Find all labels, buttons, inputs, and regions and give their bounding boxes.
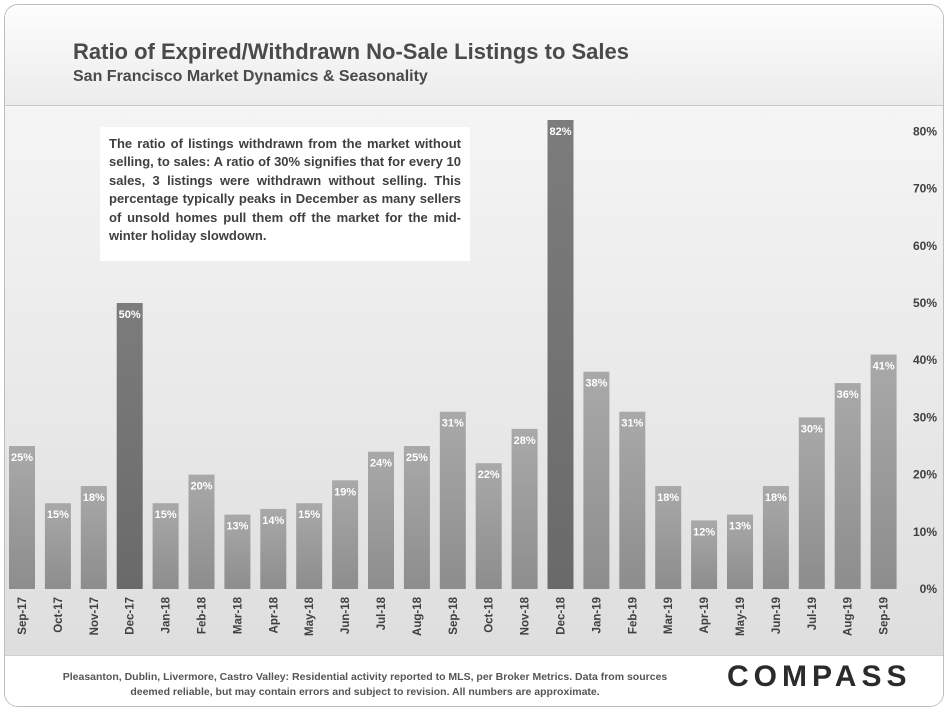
data-label-jun-18: 19% <box>334 486 356 498</box>
bar-jun-19 <box>762 486 789 589</box>
annotation-box: The ratio of listings withdrawn from the… <box>100 127 470 261</box>
chart-header: Ratio of Expired/Withdrawn No-Sale Listi… <box>5 5 943 106</box>
x-tick-label: May-18 <box>304 596 316 636</box>
bar-jan-18 <box>152 503 179 589</box>
x-tick-label: Aug-18 <box>412 596 424 636</box>
bar-feb-19 <box>619 411 646 589</box>
bar-nov-17 <box>80 486 107 589</box>
bar-nov-18 <box>511 428 538 589</box>
compass-logo: COMPASS <box>727 660 912 693</box>
data-label-may-19: 13% <box>729 521 751 533</box>
y-tick-label: 40% <box>913 353 937 367</box>
data-label-nov-17: 18% <box>83 492 105 504</box>
chart-subtitle: San Francisco Market Dynamics & Seasonal… <box>73 68 428 85</box>
x-tick-label: Mar-19 <box>663 597 675 634</box>
bar-jun-18 <box>332 480 359 589</box>
x-tick-label: Apr-18 <box>268 596 280 633</box>
bar-mar-19 <box>655 486 682 589</box>
x-tick-label: Jun-19 <box>771 597 783 634</box>
x-tick-label: Nov-18 <box>520 596 532 635</box>
x-tick-label: Oct-17 <box>53 597 65 633</box>
data-label-jul-19: 30% <box>801 423 823 435</box>
data-label-dec-17: 50% <box>119 309 141 321</box>
y-tick-label: 50% <box>913 296 937 310</box>
data-label-sep-19: 41% <box>873 361 895 373</box>
y-tick-label: 10% <box>913 525 937 539</box>
x-tick-label: Nov-17 <box>89 597 101 635</box>
data-label-jul-18: 24% <box>370 458 392 470</box>
data-label-apr-19: 12% <box>693 526 715 538</box>
x-tick-label: Aug-19 <box>843 597 855 636</box>
chart-title: Ratio of Expired/Withdrawn No-Sale Listi… <box>73 39 629 64</box>
data-label-nov-18: 28% <box>514 435 536 447</box>
data-label-jan-18: 15% <box>155 509 177 521</box>
source-note: Pleasanton, Dublin, Livermore, Castro Va… <box>62 671 668 698</box>
data-label-feb-19: 31% <box>621 418 643 430</box>
bar-jul-19 <box>798 417 825 589</box>
bar-feb-18 <box>188 474 215 589</box>
y-tick-label: 30% <box>913 410 937 424</box>
data-label-jan-19: 38% <box>585 378 607 390</box>
data-label-apr-18: 14% <box>262 515 284 527</box>
x-tick-label: Mar-18 <box>232 596 244 634</box>
data-label-mar-19: 18% <box>657 492 679 504</box>
data-label-feb-18: 20% <box>190 481 212 493</box>
y-tick-label: 60% <box>913 239 937 253</box>
footer: Pleasanton, Dublin, Livermore, Castro Va… <box>5 655 943 706</box>
y-tick-label: 70% <box>913 182 937 196</box>
data-label-oct-18: 22% <box>478 469 500 481</box>
bar-may-18 <box>296 503 323 589</box>
bar-mar-18 <box>224 514 251 589</box>
y-tick-label: 20% <box>913 468 937 482</box>
chart-frame: Ratio of Expired/Withdrawn No-Sale Listi… <box>4 4 944 707</box>
x-tick-label: Jun-18 <box>340 596 352 634</box>
data-label-dec-18: 82% <box>549 126 571 138</box>
x-tick-label: Feb-19 <box>627 597 639 634</box>
bar-chart: 25% 15% 18% 50% 15% 20% 13% 14% 15% 19% 24% 25% 31% 2… <box>9 120 938 636</box>
x-tick-label: May-19 <box>735 597 747 636</box>
bar-sep-19 <box>870 354 897 589</box>
x-tick-label: Jul-19 <box>807 597 819 630</box>
data-label-aug-19: 36% <box>837 389 859 401</box>
x-tick-label: Jan-19 <box>591 597 603 633</box>
data-label-oct-17: 15% <box>47 509 69 521</box>
data-label-jun-19: 18% <box>765 492 787 504</box>
x-tick-label: Jul-18 <box>376 596 388 630</box>
bar-dec-17 <box>116 303 143 589</box>
bar-oct-18 <box>475 463 502 589</box>
x-tick-label: Apr-19 <box>699 597 711 633</box>
bar-jan-19 <box>583 371 610 589</box>
plot-area: 25% 15% 18% 50% 15% 20% 13% 14% 15% 19% 24% 25% 31% 2… <box>5 106 943 655</box>
bar-sep-18 <box>439 411 466 589</box>
bar-oct-17 <box>44 503 71 589</box>
bar-aug-19 <box>834 383 861 589</box>
x-tick-label: Feb-18 <box>197 596 209 634</box>
bar-dec-18 <box>547 120 574 589</box>
bar-sep-17 <box>9 446 35 589</box>
x-tick-label: Sep-19 <box>879 597 891 635</box>
x-tick-label: Oct-18 <box>484 596 496 632</box>
x-tick-label: Jan-18 <box>161 596 173 633</box>
bar-apr-18 <box>260 508 287 589</box>
x-tick-label: Dec-18 <box>556 596 568 634</box>
data-label-aug-18: 25% <box>406 452 428 464</box>
bar-jul-18 <box>368 451 394 589</box>
data-label-sep-18: 31% <box>442 418 464 430</box>
x-tick-label: Sep-18 <box>448 596 460 634</box>
x-tick-label: Dec-17 <box>125 597 137 635</box>
bar-aug-18 <box>403 446 430 589</box>
bar-apr-19 <box>691 520 718 589</box>
bar-may-19 <box>727 514 753 589</box>
y-tick-label: 80% <box>913 124 937 138</box>
data-label-mar-18: 13% <box>226 521 248 533</box>
data-label-may-18: 15% <box>298 509 320 521</box>
y-tick-label: 0% <box>920 582 938 596</box>
x-tick-label: Sep-17 <box>17 597 29 635</box>
data-label-sep-17: 25% <box>11 452 33 464</box>
